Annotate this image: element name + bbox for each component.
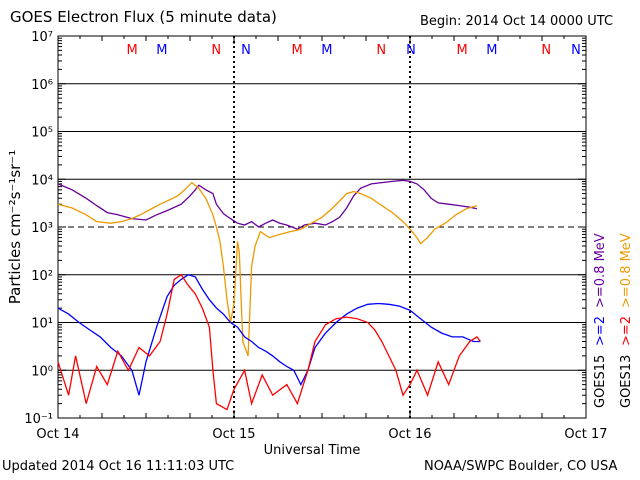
mode-marker: N [211,43,221,58]
x-tick-label: Oct 15 [212,427,255,442]
y-tick-label: 10¹ [31,317,53,332]
series-line [57,273,481,411]
mode-marker: M [291,43,302,58]
y-tick-label: 10⁵ [31,126,53,141]
mode-marker: M [156,43,167,58]
y-tick-label: 10² [31,269,53,284]
legend-entry: >=2 [593,316,608,346]
updated-timestamp: Updated 2014 Oct 16 11:11:03 UTC [2,459,235,474]
mode-marker: M [456,43,467,58]
y-tick-label: 10⁷ [31,30,53,45]
legend-entry: >=0.8 MeV [619,233,634,308]
mode-marker: N [376,43,386,58]
mode-marker: M [321,43,332,58]
y-tick-label: 10⁰ [31,364,53,379]
credit-label: NOAA/SWPC Boulder, CO USA [424,459,618,474]
series-line [57,181,478,357]
x-tick-label: Oct 14 [36,427,79,442]
mode-marker: N [571,43,581,58]
y-tick-label: 10⁶ [31,78,53,93]
chart-title: GOES Electron Flux (5 minute data) [10,8,277,26]
y-axis-label: Particles cm⁻²s⁻¹sr⁻¹ [6,150,24,304]
mode-marker: M [486,43,497,58]
begin-time-label: Begin: 2014 Oct 14 0000 UTC [420,14,614,29]
x-axis-label: Universal Time [264,443,361,458]
x-tick-label: Oct 16 [388,427,431,442]
mode-marker: N [241,43,251,58]
mode-marker: N [541,43,551,58]
legend-entry: GOES13 [619,355,634,408]
y-tick-label: 10⁻¹ [24,412,53,427]
y-tick-label: 10⁴ [31,173,53,188]
series-line [57,274,481,396]
legend-entry: >=0.8 MeV [593,233,608,308]
legend-entry: >=2 [619,316,634,346]
mode-marker: N [406,43,416,58]
x-tick-label: Oct 17 [564,427,607,442]
mode-marker: M [126,43,137,58]
y-tick-label: 10³ [31,221,53,236]
legend-entry: GOES15 [593,355,608,408]
series-line [57,179,478,230]
